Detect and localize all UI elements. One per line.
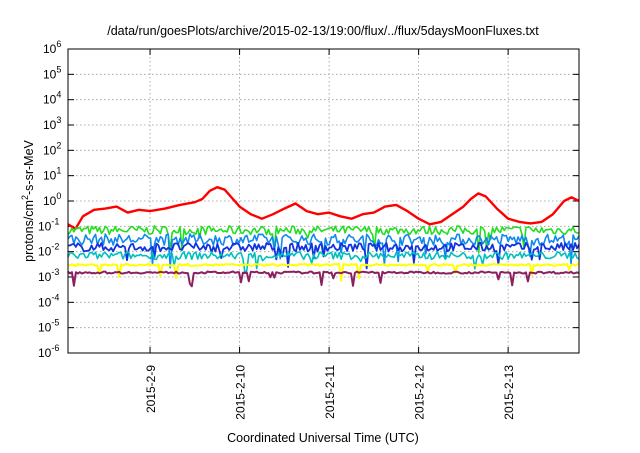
y-tick-label: 10-4 <box>38 292 59 309</box>
series-line-2 <box>67 225 579 254</box>
x-axis-label: Coordinated Universal Time (UTC) <box>227 431 419 445</box>
y-axis-label: protons/cm2-s-sr-MeV <box>20 139 36 261</box>
y-tick-label: 10-5 <box>38 318 59 335</box>
x-tick-label: 2015-2-9 <box>144 365 158 413</box>
x-tick-label: 2015-2-11 <box>323 365 337 419</box>
y-tick-label: 105 <box>43 64 61 81</box>
y-tick-label: 103 <box>43 115 61 132</box>
x-tick-label: 2015-2-10 <box>234 365 248 420</box>
y-tick-label: 10-3 <box>38 267 59 284</box>
y-tick-label: 106 <box>43 39 61 56</box>
y-tick-label: 10-6 <box>38 343 59 360</box>
x-tick-label: 2015-2-13 <box>502 365 516 420</box>
y-tick-label: 104 <box>43 90 61 107</box>
y-tick-label: 10-1 <box>38 216 59 233</box>
series-line-1 <box>67 186 580 230</box>
x-tick-label: 2015-2-12 <box>413 365 427 420</box>
plot-frame <box>67 48 580 354</box>
y-tick-label: 101 <box>43 166 61 183</box>
chart-title: /data/run/goesPlots/archive/2015-02-13/1… <box>107 24 539 38</box>
series-line-6 <box>67 262 579 282</box>
y-tick-label: 10-2 <box>38 242 59 259</box>
y-tick-label: 102 <box>43 140 61 157</box>
series-lines <box>67 186 580 288</box>
series-line-7 <box>67 270 580 288</box>
axis-ticks: 10-6 10-5 10-4 10-3 10-2 10-1 100 101 102 103 104 1… <box>38 39 579 420</box>
series-line-5 <box>67 251 580 274</box>
series-line-4 <box>67 241 580 270</box>
grid-lines <box>68 49 579 353</box>
y-tick-label: 100 <box>43 191 61 208</box>
